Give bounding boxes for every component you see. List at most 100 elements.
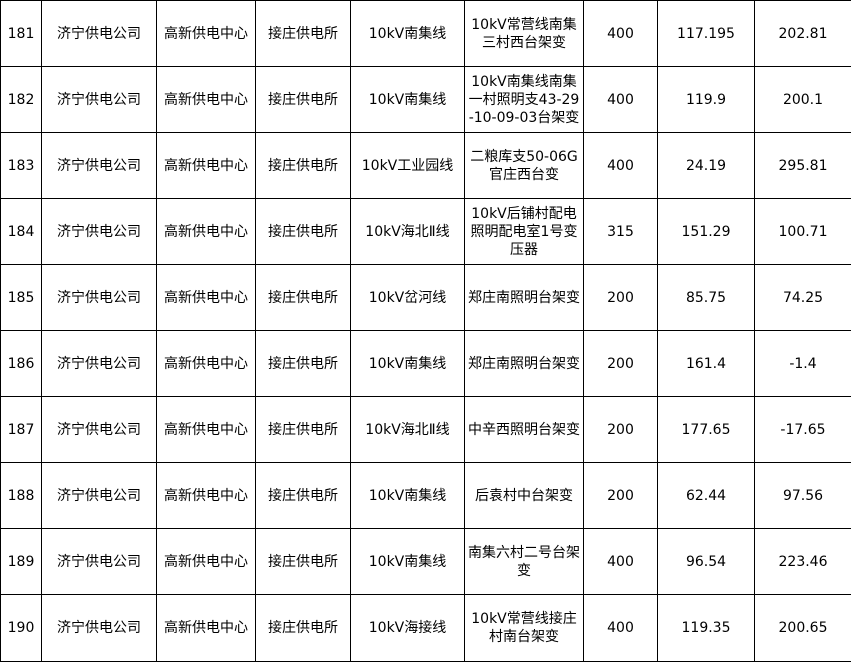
- table-cell: -17.65: [755, 397, 851, 463]
- table-cell: 10kV南集线: [351, 529, 465, 595]
- cell-text: 186: [4, 355, 38, 373]
- cell-text: 187: [4, 421, 38, 439]
- cell-text: 南集六村二号台架变: [468, 544, 580, 580]
- table-cell: 184: [1, 199, 42, 265]
- cell-text: 400: [587, 157, 654, 175]
- table-cell: 400: [584, 1, 658, 67]
- cell-text: 10kV南集线南集一村照明支43-29-10-09-03台架变: [468, 73, 580, 127]
- table-cell: 接庄供电所: [256, 595, 351, 662]
- cell-text: 接庄供电所: [259, 91, 347, 109]
- table-cell: 119.35: [658, 595, 755, 662]
- table-cell: 10kV工业园线: [351, 133, 465, 199]
- cell-text: 10kV南集线: [354, 91, 461, 109]
- table-cell: 高新供电中心: [157, 1, 256, 67]
- cell-text: 10kV岔河线: [354, 289, 461, 307]
- cell-text: 高新供电中心: [160, 487, 252, 505]
- cell-text: 10kV南集线: [354, 553, 461, 571]
- table-cell: 200.65: [755, 595, 851, 662]
- cell-text: 后袁村中台架变: [468, 487, 580, 505]
- cell-text: 郑庄南照明台架变: [468, 289, 580, 307]
- table-cell: 96.54: [658, 529, 755, 595]
- table-cell: -1.4: [755, 331, 851, 397]
- cell-text: 74.25: [758, 289, 848, 307]
- table-cell: 高新供电中心: [157, 331, 256, 397]
- cell-text: 济宁供电公司: [45, 157, 153, 175]
- cell-text: 济宁供电公司: [45, 421, 153, 439]
- table-cell: 200: [584, 331, 658, 397]
- cell-text: 济宁供电公司: [45, 91, 153, 109]
- cell-text: 10kV后铺村配电照明配电室1号变压器: [468, 205, 580, 259]
- cell-text: 接庄供电所: [259, 289, 347, 307]
- table-cell: 高新供电中心: [157, 595, 256, 662]
- cell-text: 二粮库支50-06G官庄西台变: [468, 148, 580, 184]
- table-cell: 223.46: [755, 529, 851, 595]
- cell-text: 接庄供电所: [259, 421, 347, 439]
- table-cell: 接庄供电所: [256, 67, 351, 133]
- cell-text: 151.29: [661, 223, 751, 241]
- table-cell: 200: [584, 265, 658, 331]
- cell-text: 200.1: [758, 91, 848, 109]
- table-cell: 济宁供电公司: [42, 331, 157, 397]
- cell-text: 济宁供电公司: [45, 619, 153, 637]
- table-cell: 10kV海接线: [351, 595, 465, 662]
- table-cell: 189: [1, 529, 42, 595]
- table-cell: 186: [1, 331, 42, 397]
- cell-text: 100.71: [758, 223, 848, 241]
- cell-text: 117.195: [661, 25, 751, 43]
- table-cell: 10kV岔河线: [351, 265, 465, 331]
- table-cell: 119.9: [658, 67, 755, 133]
- cell-text: 10kV海北Ⅱ线: [354, 421, 461, 439]
- table-cell: 济宁供电公司: [42, 463, 157, 529]
- table-cell: 24.19: [658, 133, 755, 199]
- table-cell: 200: [584, 397, 658, 463]
- table-cell: 100.71: [755, 199, 851, 265]
- table-cell: 400: [584, 67, 658, 133]
- cell-text: 接庄供电所: [259, 157, 347, 175]
- table-cell: 10kV常营线接庄村南台架变: [465, 595, 584, 662]
- table-cell: 10kV常营线南集三村西台架变: [465, 1, 584, 67]
- table-cell: 高新供电中心: [157, 67, 256, 133]
- cell-text: 181: [4, 25, 38, 43]
- cell-text: 119.35: [661, 619, 751, 637]
- cell-text: 200: [587, 289, 654, 307]
- cell-text: 10kV南集线: [354, 355, 461, 373]
- table-cell: 187: [1, 397, 42, 463]
- cell-text: 接庄供电所: [259, 355, 347, 373]
- cell-text: 济宁供电公司: [45, 487, 153, 505]
- table-cell: 高新供电中心: [157, 199, 256, 265]
- cell-text: 177.65: [661, 421, 751, 439]
- table-cell: 济宁供电公司: [42, 67, 157, 133]
- table-cell: 高新供电中心: [157, 463, 256, 529]
- table-cell: 97.56: [755, 463, 851, 529]
- table-cell: 74.25: [755, 265, 851, 331]
- cell-text: 高新供电中心: [160, 157, 252, 175]
- table-cell: 接庄供电所: [256, 133, 351, 199]
- cell-text: 200: [587, 487, 654, 505]
- cell-text: 10kV南集线: [354, 25, 461, 43]
- cell-text: 高新供电中心: [160, 289, 252, 307]
- cell-text: 400: [587, 553, 654, 571]
- cell-text: 119.9: [661, 91, 751, 109]
- table-cell: 182: [1, 67, 42, 133]
- cell-text: 高新供电中心: [160, 619, 252, 637]
- cell-text: 295.81: [758, 157, 848, 175]
- table-cell: 10kV南集线: [351, 1, 465, 67]
- table-cell: 接庄供电所: [256, 199, 351, 265]
- cell-text: 400: [587, 25, 654, 43]
- cell-text: 郑庄南照明台架变: [468, 355, 580, 373]
- cell-text: 济宁供电公司: [45, 289, 153, 307]
- cell-text: 184: [4, 223, 38, 241]
- table-cell: 151.29: [658, 199, 755, 265]
- cell-text: 182: [4, 91, 38, 109]
- table-cell: 接庄供电所: [256, 331, 351, 397]
- cell-text: 200: [587, 355, 654, 373]
- cell-text: 183: [4, 157, 38, 175]
